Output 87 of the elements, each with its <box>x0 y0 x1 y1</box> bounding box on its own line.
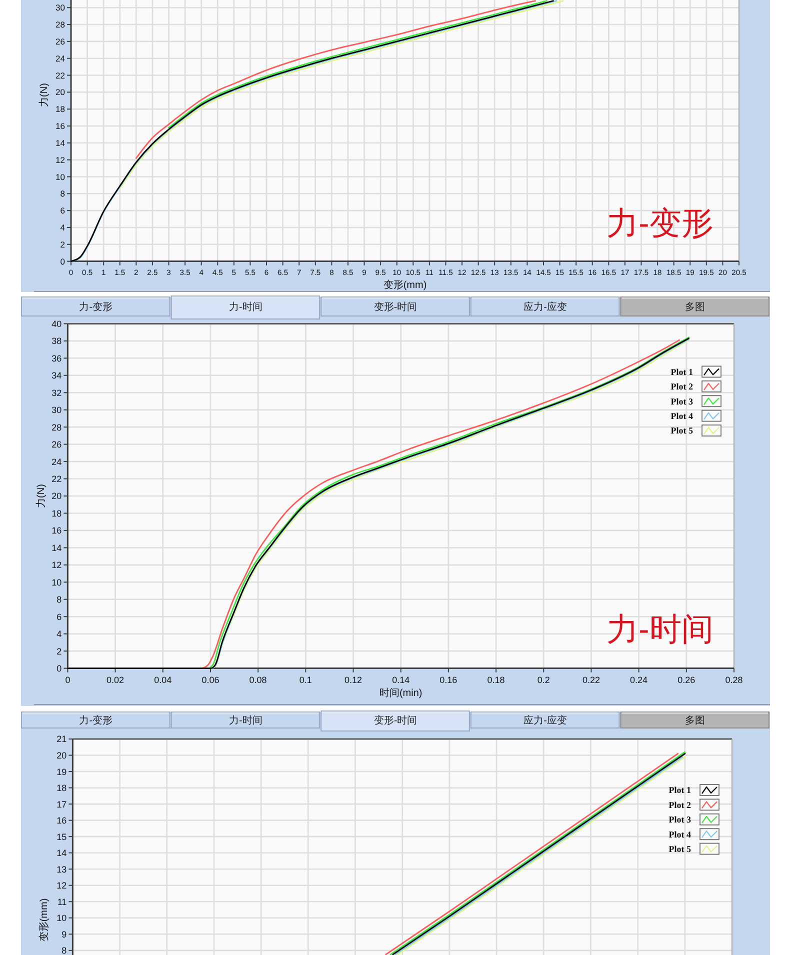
y-tick-label: 6 <box>60 206 66 216</box>
y-tick-label: 10 <box>56 172 66 182</box>
y-tick-label: 36 <box>52 353 62 364</box>
y-tick-label: 2 <box>60 239 66 250</box>
y-tick-label: 11 <box>57 896 67 907</box>
x-tick-label: 0.2 <box>537 674 550 685</box>
y-tick-label: 18 <box>56 783 67 794</box>
y-tick-label: 38 <box>52 336 62 346</box>
y-axis-title: 力(N) <box>38 83 50 107</box>
y-tick-label: 10 <box>52 577 62 588</box>
x-tick-label: 0.06 <box>202 674 220 685</box>
y-tick-label: 30 <box>52 405 62 416</box>
y-tick-label: 16 <box>52 526 62 536</box>
y-tick-label: 22 <box>56 70 66 80</box>
x-axis-title: 变形(mm) <box>383 279 427 291</box>
x-tick-label: 0.1 <box>299 674 312 685</box>
line-series <box>135 0 536 159</box>
y-tick-label: 28 <box>52 422 62 432</box>
y-tick-label: 12 <box>56 880 67 891</box>
y-tick-label: 18 <box>52 508 62 518</box>
y-tick-label: 0 <box>56 664 62 674</box>
y-tick-label: 12 <box>52 560 62 570</box>
x-tick-label: 0.14 <box>392 674 410 685</box>
line-series <box>119 0 564 190</box>
y-tick-label: 26 <box>52 440 62 450</box>
y-tick-label: 20 <box>56 750 67 761</box>
y-tick-label: 24 <box>56 53 66 64</box>
y-tick-label: 16 <box>56 816 67 826</box>
y-tick-label: 26 <box>56 36 66 46</box>
y-tick-label: 24 <box>52 456 62 467</box>
y-tick-label: 10 <box>56 913 67 924</box>
legend-label: Plot 4 <box>668 829 692 840</box>
y-tick-label: 9 <box>62 929 67 940</box>
legend-label: Plot 5 <box>668 844 692 854</box>
y-tick-label: 14 <box>56 848 67 858</box>
y-tick-label: 6 <box>56 612 62 622</box>
y-tick-label: 14 <box>56 138 66 148</box>
y-tick-label: 4 <box>56 629 62 640</box>
legend-label: Plot 2 <box>668 800 692 810</box>
y-tick-label: 34 <box>52 370 62 381</box>
x-tick-label: 0.02 <box>106 674 124 685</box>
legend-label: Plot 5 <box>670 426 694 436</box>
x-tick-label: 0.04 <box>154 674 172 685</box>
y-tick-label: 22 <box>52 474 62 484</box>
y-tick-label: 12 <box>56 154 66 165</box>
line-series <box>168 0 548 128</box>
legend-label: Plot 3 <box>670 396 694 406</box>
y-tick-label: 15 <box>56 832 67 842</box>
y-tick-label: 17 <box>56 799 67 810</box>
legend-label: Plot 3 <box>668 814 692 825</box>
y-tick-label: 21 <box>56 734 67 744</box>
x-tick-label: 0.28 <box>725 674 743 685</box>
y-tick-label: 8 <box>62 946 67 955</box>
x-tick-label: 0.16 <box>440 674 458 685</box>
y-tick-label: 16 <box>56 121 66 132</box>
y-tick-label: 20 <box>52 491 62 502</box>
y-tick-label: 2 <box>56 646 62 656</box>
y-tick-label: 14 <box>52 542 62 553</box>
y-tick-label: 40 <box>52 318 62 329</box>
text: 力-时间 <box>606 611 714 647</box>
x-tick-label: 0.12 <box>344 674 362 685</box>
legend-label: Plot 1 <box>670 366 694 377</box>
y-tick-label: 8 <box>60 188 66 199</box>
tab-bar: 力-变形 力-时间 变形-时间 应力-应变 多图 <box>21 710 770 732</box>
y-tick-label: 30 <box>56 2 66 13</box>
y-tick-label: 19 <box>56 766 67 777</box>
y-tick-label: 18 <box>56 104 66 114</box>
tab-bar: 力-变形 力-时间 变形-时间 应力-应变 多图 <box>21 296 770 320</box>
y-axis-title: 变形(mm) <box>38 898 50 942</box>
y-tick-label: 20 <box>56 87 66 98</box>
y-tick-label: 4 <box>60 222 66 233</box>
x-tick-label: 0.08 <box>249 674 267 685</box>
y-tick-label: 13 <box>56 864 67 874</box>
legend-label: Plot 2 <box>670 382 694 392</box>
x-tick-label: 0.24 <box>630 674 648 685</box>
y-tick-label: 32 <box>52 388 62 398</box>
y-tick-label: 28 <box>56 20 66 30</box>
x-axis-title: 时间(min) <box>379 687 422 699</box>
legend-label: Plot 4 <box>670 411 694 421</box>
x-tick-label: 0.18 <box>487 674 505 685</box>
y-tick-label: 0 <box>60 256 66 266</box>
x-tick-label: 0.26 <box>678 674 696 685</box>
y-tick-label: 8 <box>56 594 62 605</box>
legend-label: Plot 1 <box>668 785 692 796</box>
y-axis-title: 力(N) <box>35 484 47 508</box>
text: 力-变形 <box>606 205 714 241</box>
x-tick-label: 0.22 <box>582 674 600 685</box>
